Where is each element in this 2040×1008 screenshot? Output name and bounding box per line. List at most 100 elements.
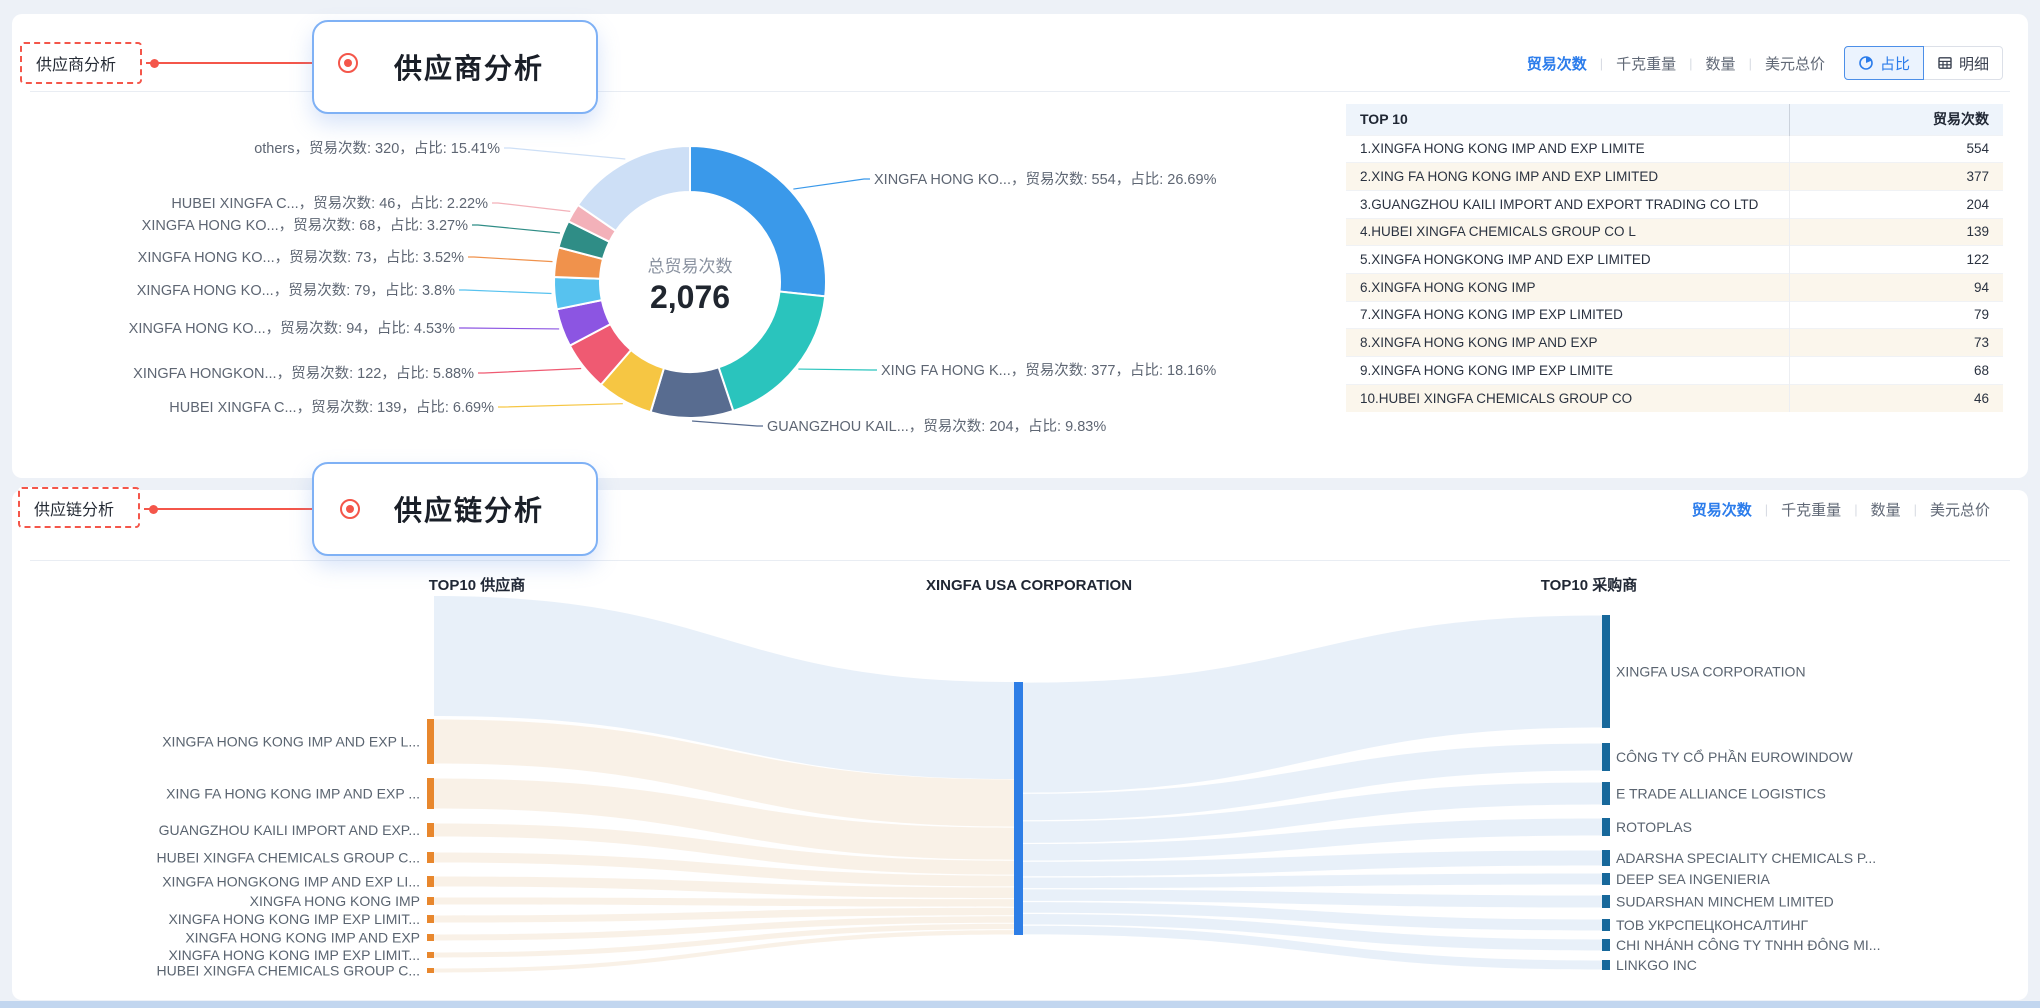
sankey-supplier-node-8[interactable] [427, 934, 434, 941]
sankey-supplier-node-3[interactable] [427, 823, 434, 837]
sankey-buyer-node-10[interactable] [1602, 960, 1610, 970]
tab-3[interactable]: 数量 [1870, 501, 1901, 519]
tab-4[interactable]: 美元总价 [1764, 55, 1825, 73]
donut-label-line [459, 289, 552, 295]
table-cell-company: 4.HUBEI XINGFA CHEMICALS GROUP CO L [1346, 217, 1789, 246]
table-cell-company: 5.XINGFA HONGKONG IMP AND EXP LIMITED [1346, 245, 1789, 274]
donut-slice-label: GUANGZHOU KAIL...，贸易次数: 204，占比: 9.83% [767, 418, 1106, 435]
sankey-flow [434, 596, 1014, 779]
table-cell-value: 122 [1788, 245, 2003, 274]
sankey-buyer-node-7[interactable] [1602, 895, 1610, 908]
sankey-flow [1023, 873, 1602, 889]
connector-dot-2 [149, 504, 158, 514]
view-toggle-group: 占比 明细 [1843, 46, 2003, 80]
donut-slice-label: HUBEI XINGFA C...，贸易次数: 46，占比: 2.22% [171, 195, 488, 212]
sankey-buyer-label: CÔNG TY CỔ PHẦN EUROWINDOW [1616, 748, 1854, 765]
tab-1[interactable]: 贸易次数 [1526, 55, 1587, 73]
table-row[interactable]: 2.XING FA HONG KONG IMP AND EXP LIMITED 3… [1346, 162, 2003, 191]
sankey-buyer-label: CHI NHÁNH CÔNG TY TNHH ĐÔNG MI... [1616, 937, 1880, 953]
tab-1[interactable]: 贸易次数 [1691, 501, 1752, 519]
section2-header-divider [30, 560, 2010, 561]
supplier-analysis-callout: 供应商分析 [312, 20, 598, 114]
sankey-buyer-node-8[interactable] [1602, 919, 1610, 931]
tab-divider: | [1689, 55, 1693, 71]
donut-slice-2[interactable] [717, 290, 827, 413]
sankey-flow [434, 930, 1014, 973]
tab-divider: | [1913, 501, 1917, 517]
sankey-flow [1023, 889, 1602, 908]
pie-icon [1859, 56, 1873, 70]
table-row[interactable]: 6.XINGFA HONG KONG IMP 94 [1346, 272, 2003, 302]
donut-label-line [692, 420, 763, 427]
donut-label-line [492, 202, 571, 212]
table-row[interactable]: 10.HUBEI XINGFA CHEMICALS GROUP CO 46 [1346, 383, 2003, 412]
sankey-supplier-node-10[interactable] [427, 968, 434, 973]
supplier-analysis-callout-title: 供应商分析 [393, 53, 544, 84]
connector-line-2 [144, 508, 348, 510]
table-cell-company: 2.XING FA HONG KONG IMP AND EXP LIMITED [1346, 162, 1789, 191]
tab-divider: | [1748, 55, 1752, 71]
bullseye-icon-2 [340, 499, 360, 519]
donut-label-line [793, 178, 870, 190]
donut-label-line [478, 367, 582, 374]
sankey-supplier-node-1[interactable] [427, 719, 434, 764]
sankey-flow [434, 823, 1014, 875]
sankey-supplier-node-6[interactable] [427, 897, 434, 905]
sankey-supplier-node-9[interactable] [427, 952, 434, 958]
table-row[interactable]: 9.XINGFA HONG KONG IMP EXP LIMITE 68 [1346, 356, 2003, 385]
sankey-supplier-node-5[interactable] [427, 876, 434, 887]
sankey-buyer-label: DEEP SEA INGENIERIA [1616, 871, 1770, 887]
sankey-buyer-node-6[interactable] [1602, 873, 1610, 885]
tab-divider: | [1854, 501, 1858, 517]
table-cell-value: 46 [1788, 383, 2003, 412]
supplier-analysis-tag: 供应商分析 [20, 42, 142, 84]
table-cell-company: 10.HUBEI XINGFA CHEMICALS GROUP CO [1346, 383, 1789, 412]
tab-3[interactable]: 数量 [1705, 55, 1736, 73]
donut-slice-11[interactable] [576, 144, 691, 233]
tab-2[interactable]: 千克重量 [1616, 55, 1677, 73]
sankey-supplier-node-7[interactable] [427, 915, 434, 923]
sankey-flow [434, 916, 1014, 941]
sankey-flow [1023, 902, 1602, 931]
ratio-view-button[interactable]: 占比 [1843, 46, 1924, 80]
table-cell-company: 8.XINGFA HONG KONG IMP AND EXP [1346, 328, 1789, 357]
tab-4[interactable]: 美元总价 [1929, 501, 1990, 519]
donut-center-label: 总贸易次数 [648, 257, 733, 276]
sankey-buyer-label: ТОВ УКРСПЕЦКОНСАЛТИНГ [1616, 917, 1808, 933]
sankey-flow [1023, 850, 1602, 877]
detail-view-button[interactable]: 明细 [1923, 46, 2003, 80]
table-row[interactable]: 7.XINGFA HONG KONG IMP EXP LIMITED 79 [1346, 300, 2003, 329]
donut-slice-3[interactable] [649, 366, 735, 419]
sankey-supplier-node-2[interactable] [427, 778, 434, 809]
table-cell-company: 7.XINGFA HONG KONG IMP EXP LIMITED [1346, 300, 1789, 329]
sankey-supplier-label: XINGFA HONG KONG IMP AND EXP [185, 929, 420, 945]
sankey-buyer-node-2[interactable] [1602, 743, 1610, 771]
sankey-buyer-node-3[interactable] [1602, 782, 1610, 805]
table-row[interactable]: 1.XINGFA HONG KONG IMP AND EXP LIMITE 554 [1346, 134, 2003, 163]
donut-label-line [459, 327, 560, 330]
sankey-supplier-node-4[interactable] [427, 852, 434, 863]
donut-slice-label: HUBEI XINGFA C...，贸易次数: 139，占比: 6.69% [169, 399, 494, 416]
table-row[interactable]: 5.XINGFA HONGKONG IMP AND EXP LIMITED 122 [1346, 245, 2003, 274]
table-row[interactable]: 8.XINGFA HONG KONG IMP AND EXP 73 [1346, 328, 2003, 357]
sankey-buyer-node-1[interactable] [1602, 615, 1610, 728]
supply-chain-tag-label: 供应链分析 [34, 501, 115, 519]
sankey-buyer-label: LINKGO INC [1616, 957, 1697, 973]
donut-slice-label: XINGFA HONG KO...，贸易次数: 79，占比: 3.8% [137, 282, 455, 299]
donut-slice-label: XING FA HONG K...，贸易次数: 377，占比: 18.16% [881, 362, 1216, 379]
section1-header-divider [30, 91, 2010, 92]
sankey-buyer-node-5[interactable] [1602, 850, 1610, 866]
sankey-buyer-node-9[interactable] [1602, 939, 1610, 951]
tab-2[interactable]: 千克重量 [1781, 501, 1842, 519]
sankey-center-node[interactable] [1014, 682, 1023, 935]
table-icon [1938, 57, 1952, 69]
sankey-supplier-label: XINGFA HONG KONG IMP EXP LIMIT... [168, 911, 420, 927]
sankey-buyer-label: XINGFA USA CORPORATION [1616, 663, 1806, 679]
donut-label-line [472, 224, 560, 234]
sankey-buyer-node-4[interactable] [1602, 818, 1610, 836]
table-row[interactable]: 3.GUANGZHOU KAILI IMPORT AND EXPORT TRAD… [1346, 189, 2003, 219]
sankey-supplier-label: HUBEI XINGFA CHEMICALS GROUP C... [157, 849, 420, 865]
table-cell-company: 1.XINGFA HONG KONG IMP AND EXP LIMITE [1346, 134, 1789, 163]
table-row[interactable]: 4.HUBEI XINGFA CHEMICALS GROUP CO L 139 [1346, 217, 2003, 246]
sankey-buyer-label: SUDARSHAN MINCHEM LIMITED [1616, 893, 1834, 909]
